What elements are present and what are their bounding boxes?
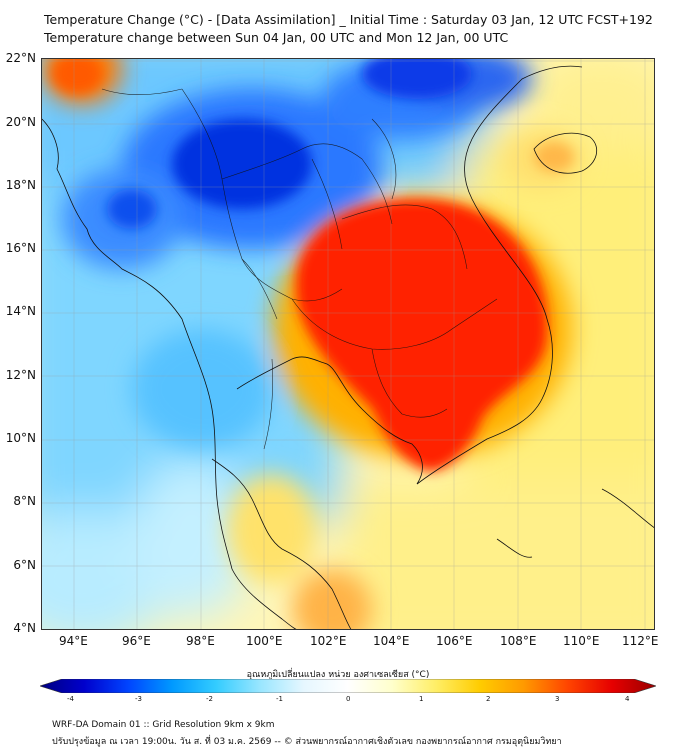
graticule	[42, 59, 654, 629]
colorbar	[40, 679, 656, 693]
lat-label: 10°N	[5, 431, 36, 445]
colorbar-tick: -3	[135, 695, 142, 703]
lat-label: 4°N	[13, 621, 36, 635]
colorbar-tick: 2	[486, 695, 491, 703]
lat-label: 16°N	[5, 241, 36, 255]
colorbar-tick: 4	[625, 695, 630, 703]
borders	[101, 88, 498, 450]
colorbar-tick: -4	[67, 695, 74, 703]
lon-label: 94°E	[59, 634, 88, 648]
colorbar-tick: 0	[346, 695, 351, 703]
lon-label: 98°E	[186, 634, 215, 648]
lat-label: 18°N	[5, 178, 36, 192]
colorbar-tick: -2	[206, 695, 213, 703]
lat-label: 12°N	[5, 368, 36, 382]
lat-label: 6°N	[13, 558, 36, 572]
colorbar-ramp	[40, 679, 656, 693]
lat-label: 14°N	[5, 304, 36, 318]
lon-label: 100°E	[246, 634, 283, 648]
colorbar-title: อุณหภูมิเปลี่ยนแปลง หน่วย องศาเซลเซียส (…	[246, 670, 430, 680]
lon-label: 106°E	[436, 634, 473, 648]
footer-credit: ปรับปรุงข้อมูล ณ เวลา 19:00น. วัน ส. ที่…	[52, 737, 562, 747]
lat-label: 8°N	[13, 494, 36, 508]
coastlines	[42, 65, 654, 629]
temperature-change-map	[41, 58, 655, 630]
lon-label: 104°E	[373, 634, 410, 648]
lon-label: 102°E	[310, 634, 347, 648]
field-layer-core	[52, 59, 574, 471]
map-canvas	[42, 59, 654, 629]
lon-label: 112°E	[622, 634, 659, 648]
colorbar-tick: -1	[276, 695, 283, 703]
colorbar-tick: 1	[419, 695, 424, 703]
lat-label: 22°N	[5, 51, 36, 65]
colorbar-tick: 3	[555, 695, 560, 703]
lon-label: 110°E	[563, 634, 600, 648]
lon-label: 96°E	[122, 634, 151, 648]
lat-label: 20°N	[5, 115, 36, 129]
title-line-2: Temperature change between Sun 04 Jan, 0…	[44, 30, 509, 45]
footer-model-info: WRF-DA Domain 01 :: Grid Resolution 9km …	[52, 720, 275, 730]
lon-label: 108°E	[500, 634, 537, 648]
title-line-1: Temperature Change (°C) - [Data Assimila…	[44, 12, 653, 27]
